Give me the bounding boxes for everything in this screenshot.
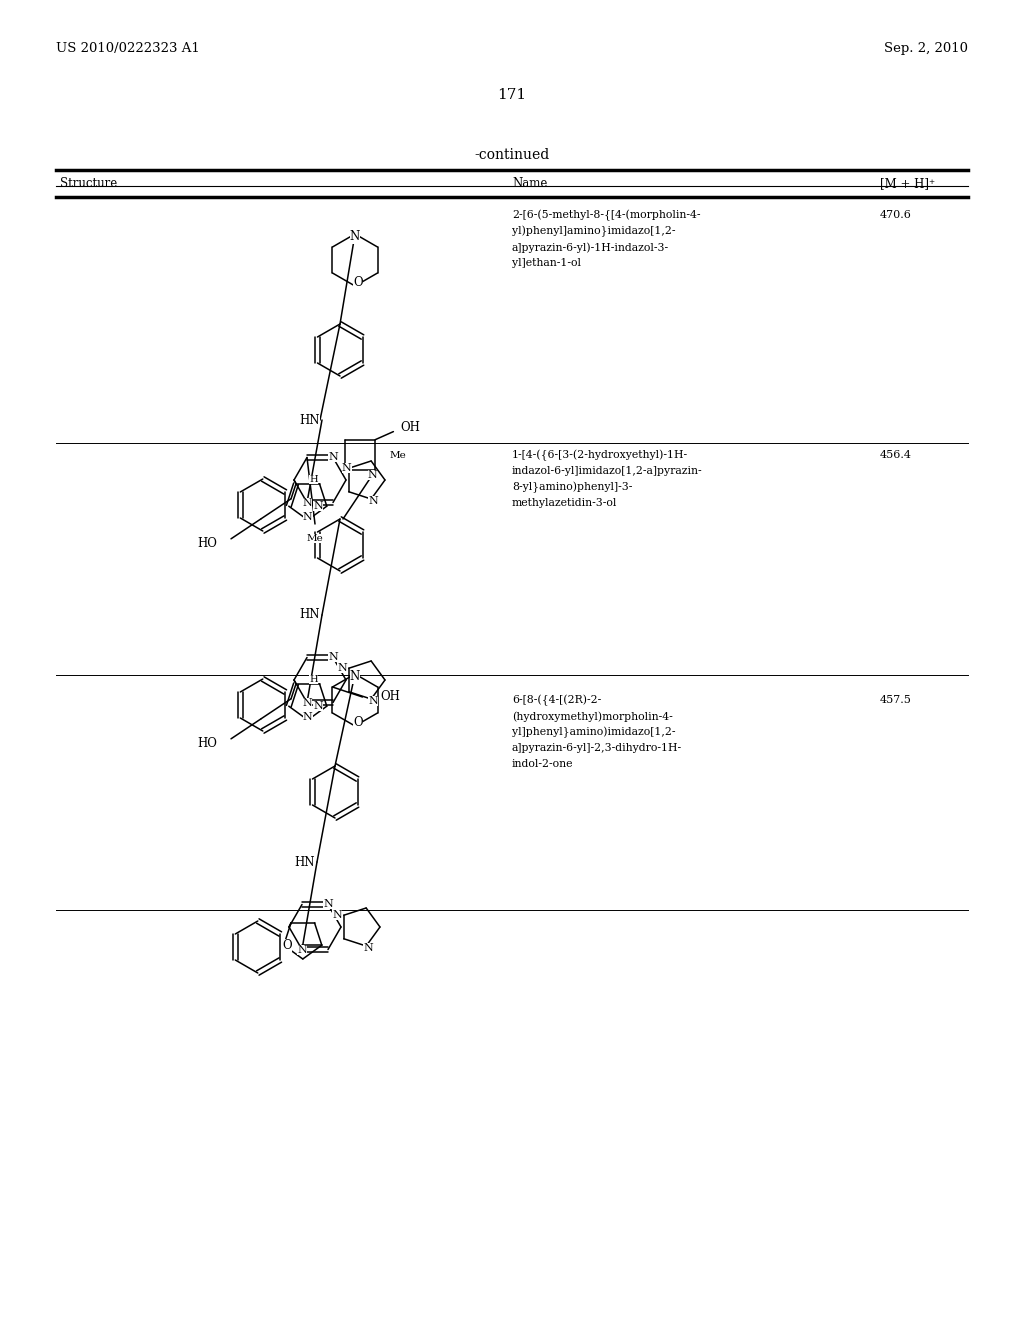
Text: HO: HO	[198, 537, 217, 550]
Text: N: N	[332, 911, 342, 920]
Text: (hydroxymethyl)morpholin-4-: (hydroxymethyl)morpholin-4-	[512, 711, 673, 722]
Text: O: O	[353, 717, 362, 730]
Text: yl]phenyl}amino)imidazo[1,2-: yl]phenyl}amino)imidazo[1,2-	[512, 727, 676, 738]
Text: Me: Me	[306, 535, 324, 543]
Text: 171: 171	[498, 88, 526, 102]
Text: N: N	[303, 512, 312, 521]
Text: methylazetidin-3-ol: methylazetidin-3-ol	[512, 498, 617, 508]
Text: a]pyrazin-6-yl)-1H-indazol-3-: a]pyrazin-6-yl)-1H-indazol-3-	[512, 242, 669, 252]
Text: N: N	[350, 231, 360, 243]
Text: HN: HN	[300, 413, 321, 426]
Text: N: N	[342, 463, 351, 474]
Text: O: O	[283, 939, 292, 952]
Text: N: N	[369, 496, 378, 506]
Text: N: N	[368, 470, 377, 480]
Text: 470.6: 470.6	[880, 210, 912, 220]
Text: yl]ethan-1-ol: yl]ethan-1-ol	[512, 257, 581, 268]
Text: N: N	[324, 899, 333, 909]
Text: N: N	[369, 696, 378, 706]
Text: -continued: -continued	[474, 148, 550, 162]
Text: US 2010/0222323 A1: US 2010/0222323 A1	[56, 42, 200, 55]
Text: 2-[6-(5-methyl-8-{[4-(morpholin-4-: 2-[6-(5-methyl-8-{[4-(morpholin-4-	[512, 210, 700, 222]
Text: N: N	[313, 502, 323, 511]
Text: Name: Name	[512, 177, 548, 190]
Text: N: N	[302, 498, 312, 507]
Text: N: N	[302, 697, 312, 708]
Text: HO: HO	[198, 738, 217, 750]
Text: HN: HN	[295, 855, 315, 869]
Text: 456.4: 456.4	[880, 450, 912, 459]
Text: 8-yl}amino)phenyl]-3-: 8-yl}amino)phenyl]-3-	[512, 482, 633, 494]
Text: 457.5: 457.5	[880, 696, 912, 705]
Text: OH: OH	[400, 421, 420, 434]
Text: Me: Me	[390, 450, 407, 459]
Text: H: H	[309, 676, 317, 684]
Text: N: N	[328, 453, 338, 462]
Text: 6-[8-({4-[(2R)-2-: 6-[8-({4-[(2R)-2-	[512, 696, 601, 706]
Text: 1-[4-({6-[3-(2-hydroxyethyl)-1H-: 1-[4-({6-[3-(2-hydroxyethyl)-1H-	[512, 450, 688, 462]
Text: Structure: Structure	[60, 177, 118, 190]
Text: N: N	[337, 663, 347, 673]
Text: N: N	[328, 652, 338, 663]
Text: HN: HN	[300, 609, 321, 622]
Text: N: N	[297, 945, 307, 954]
Text: N: N	[303, 711, 312, 722]
Text: yl)phenyl]amino}imidazo[1,2-: yl)phenyl]amino}imidazo[1,2-	[512, 226, 676, 238]
Text: a]pyrazin-6-yl]-2,3-dihydro-1H-: a]pyrazin-6-yl]-2,3-dihydro-1H-	[512, 743, 682, 752]
Text: Sep. 2, 2010: Sep. 2, 2010	[884, 42, 968, 55]
Text: OH: OH	[381, 690, 400, 704]
Text: N: N	[364, 942, 373, 953]
Text: N: N	[313, 701, 323, 711]
Text: indazol-6-yl]imidazo[1,2-a]pyrazin-: indazol-6-yl]imidazo[1,2-a]pyrazin-	[512, 466, 702, 477]
Text: H: H	[309, 475, 317, 484]
Text: [M + H]⁺: [M + H]⁺	[880, 177, 935, 190]
Text: O: O	[353, 276, 362, 289]
Text: N: N	[350, 671, 360, 684]
Text: indol-2-one: indol-2-one	[512, 759, 573, 770]
